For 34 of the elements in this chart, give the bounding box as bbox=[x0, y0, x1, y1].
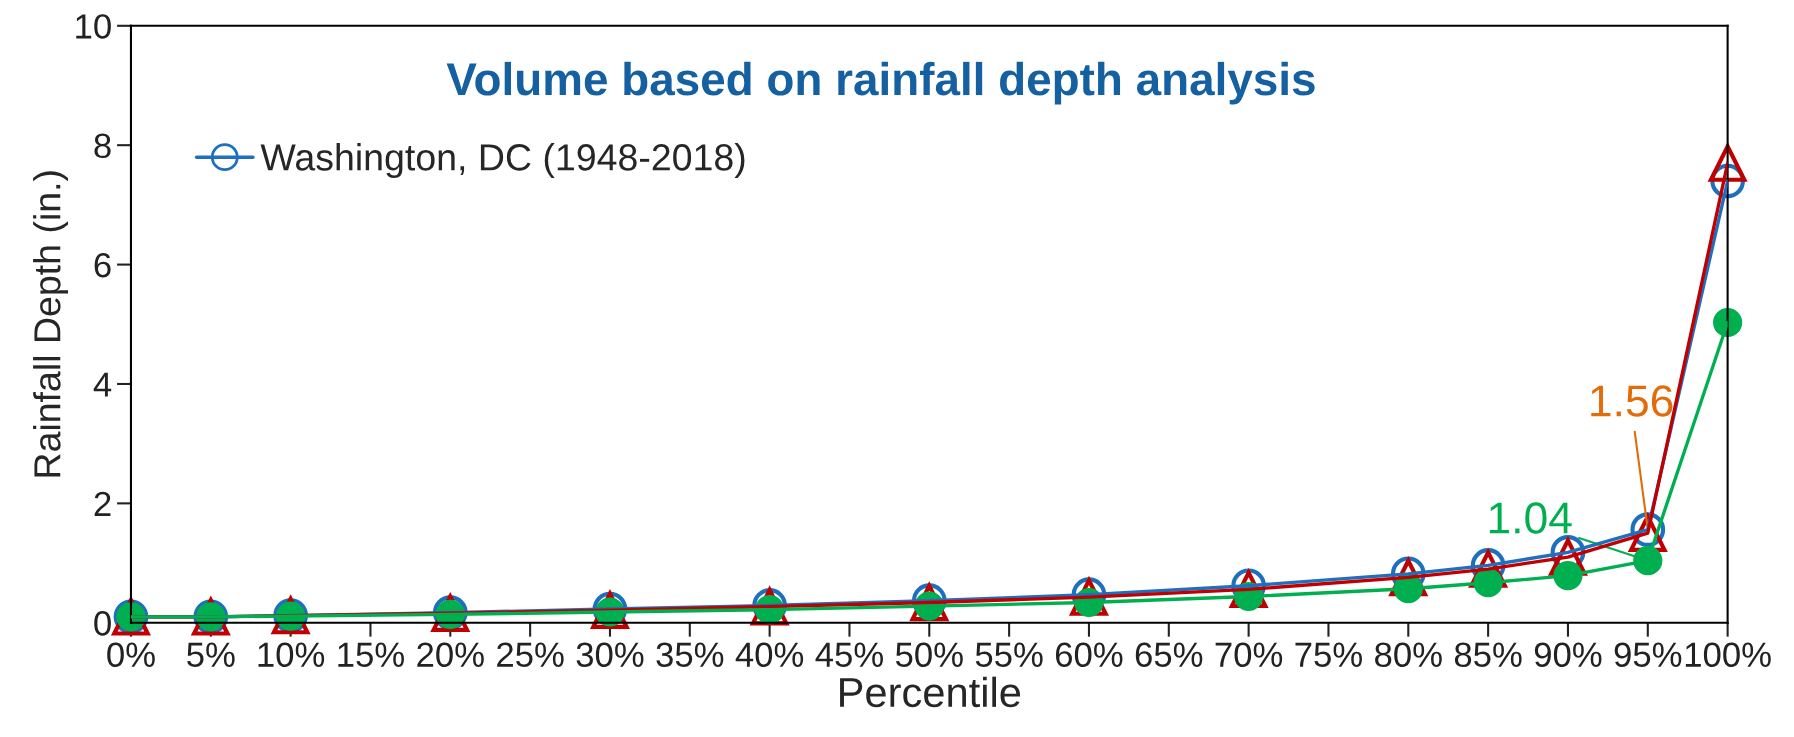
annotation: 1.04 bbox=[1489, 502, 1572, 534]
x-tick-label: 20% bbox=[417, 642, 484, 668]
x-tick-label: 5% bbox=[187, 642, 235, 668]
x-tick-label: 60% bbox=[1055, 642, 1123, 668]
x-tick-label: 10% bbox=[258, 642, 325, 668]
x-tick-label: 100% bbox=[1685, 642, 1771, 668]
y-tick-label: 6 bbox=[94, 252, 111, 278]
text: Volume based on rainfall depth analysis bbox=[446, 61, 1315, 105]
x-tick-label: 80% bbox=[1375, 642, 1442, 668]
y-tick-label: 4 bbox=[93, 372, 112, 397]
x-tick-label: 50% bbox=[895, 642, 963, 668]
y-tick-label: 8 bbox=[94, 133, 111, 159]
x-tick-label: 95% bbox=[1614, 642, 1682, 668]
x-tick-label: 35% bbox=[656, 642, 724, 668]
y-axis-title: Rainfall Depth (in.) bbox=[33, 171, 69, 477]
y-tick-label: 0 bbox=[94, 611, 111, 636]
x-tick-label: 75% bbox=[1295, 642, 1362, 668]
x-tick-label: 55% bbox=[975, 642, 1043, 668]
x-tick-label: 30% bbox=[576, 642, 644, 668]
y-tick-label: 2 bbox=[94, 491, 111, 516]
point bbox=[1708, 144, 1747, 182]
x-axis-title: Percentile bbox=[840, 676, 1021, 708]
x-tick-label: 0% bbox=[107, 642, 155, 668]
x-tick-label: 85% bbox=[1454, 642, 1522, 668]
y-tick-label: 10 bbox=[76, 14, 111, 39]
x-tick-label: 45% bbox=[815, 642, 883, 668]
x-tick-label: 70% bbox=[1215, 642, 1283, 668]
x-tick-label: 25% bbox=[497, 642, 564, 668]
annotation: 1.56 bbox=[1591, 385, 1673, 417]
x-tick-label: 65% bbox=[1135, 642, 1203, 668]
legend-label: Washington, DC (1948-2018) bbox=[260, 143, 745, 179]
x-tick-label: 90% bbox=[1534, 642, 1602, 668]
x-tick-label: 40% bbox=[735, 642, 804, 668]
x-tick-label: 15% bbox=[338, 642, 404, 668]
